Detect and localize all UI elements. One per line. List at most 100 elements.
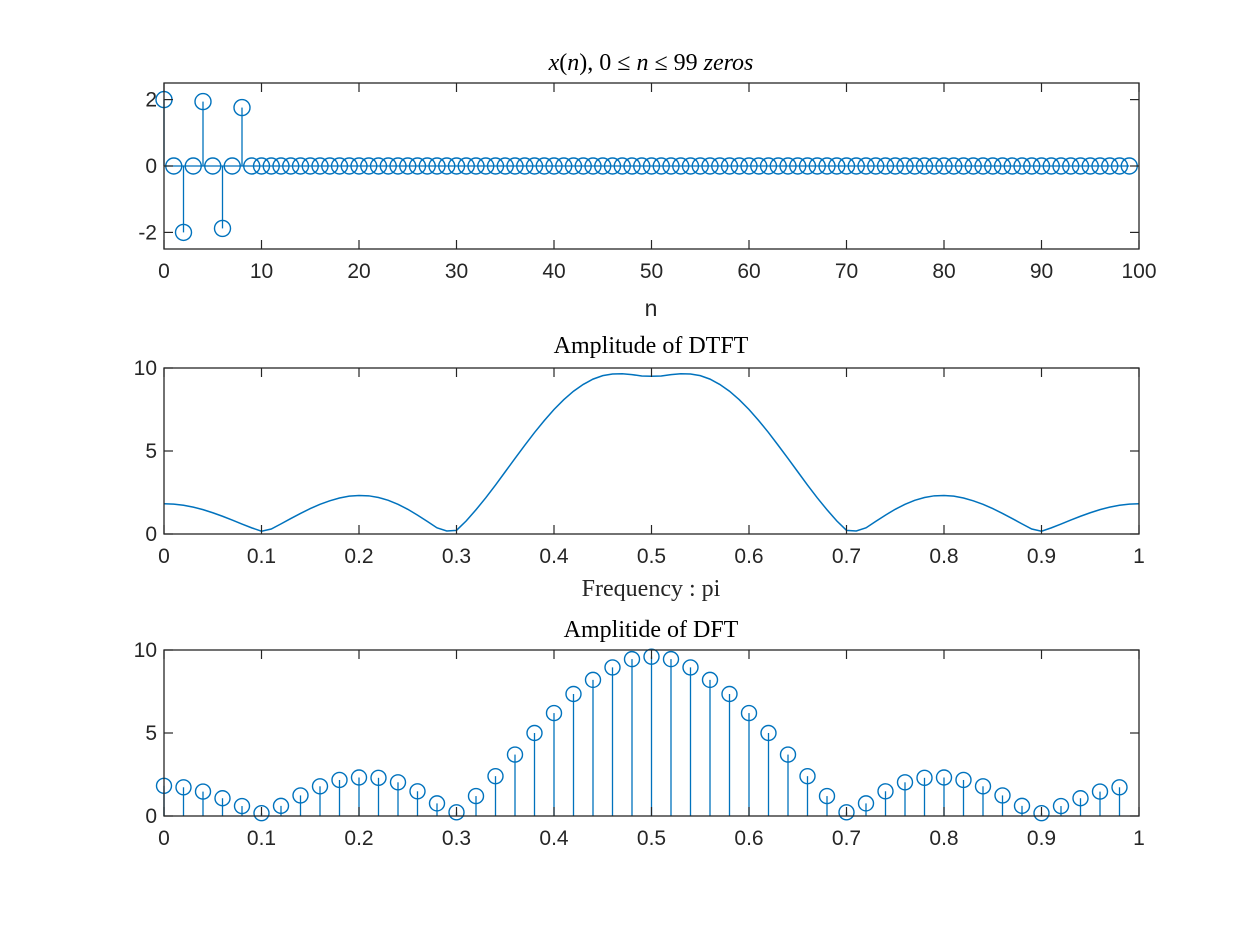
stem-marker bbox=[545, 704, 563, 722]
x-tick-label: 0.9 bbox=[1027, 827, 1056, 850]
y-tick-label: 2 bbox=[145, 89, 157, 112]
panel-dtft: Amplitude of DTFT 0 0.1 0.2 0.3 0.4 0.5 0.6 0.7… bbox=[134, 333, 1145, 602]
x-tick-label: 0.2 bbox=[344, 827, 373, 850]
stem-marker bbox=[935, 769, 953, 786]
panel-1-xlabel: n bbox=[645, 295, 658, 321]
panel-3-marks bbox=[155, 648, 1128, 822]
x-tick-label: 30 bbox=[445, 260, 468, 283]
stem-marker bbox=[701, 671, 719, 689]
stem-marker bbox=[740, 704, 758, 722]
stem-marker bbox=[467, 787, 485, 805]
stem-marker bbox=[643, 648, 660, 665]
x-tick-label: 80 bbox=[932, 260, 955, 283]
stem-marker bbox=[623, 650, 641, 668]
x-tick-label: 60 bbox=[737, 260, 760, 283]
x-tick-label: 40 bbox=[542, 260, 565, 283]
x-tick-label: 0.7 bbox=[832, 545, 861, 568]
x-tick-label: 100 bbox=[1121, 260, 1156, 283]
stem-marker bbox=[916, 769, 933, 787]
panel-1-ticks: 0 10 20 30 40 50 60 70 80 90 100-202 bbox=[138, 83, 1157, 283]
x-tick-label: 0.5 bbox=[637, 827, 666, 850]
x-tick-label: 0.5 bbox=[637, 545, 666, 568]
stem-marker bbox=[389, 774, 407, 791]
stem-marker bbox=[799, 767, 816, 785]
x-tick-label: 0.9 bbox=[1027, 545, 1056, 568]
x-tick-label: 0.3 bbox=[442, 827, 471, 850]
stem-marker bbox=[838, 804, 855, 821]
stem-marker bbox=[233, 797, 251, 815]
stem-marker bbox=[409, 783, 426, 800]
panel-time-signal: x(n), 0 ≤ n ≤ 99 zeros 0 10 20 30 40 50 60 70 80… bbox=[138, 50, 1156, 321]
stem-marker bbox=[253, 804, 270, 822]
stem-marker bbox=[604, 659, 621, 676]
x-tick-label: 90 bbox=[1030, 260, 1053, 283]
x-tick-label: 20 bbox=[347, 260, 370, 283]
stem-marker bbox=[682, 659, 699, 676]
panel-1-title: x(n), 0 ≤ n ≤ 99 zeros bbox=[548, 50, 754, 76]
stem-marker bbox=[974, 778, 992, 795]
stem-marker bbox=[857, 795, 875, 812]
panel-2-title: Amplitude of DTFT bbox=[554, 333, 749, 359]
x-tick-label: 0.1 bbox=[247, 545, 276, 568]
x-tick-label: 0.3 bbox=[442, 545, 471, 568]
x-tick-label: 0.7 bbox=[832, 827, 861, 850]
stem-marker bbox=[428, 795, 446, 812]
y-tick-label: 10 bbox=[134, 357, 157, 380]
stem-marker bbox=[1111, 779, 1128, 796]
stem-marker bbox=[487, 767, 504, 785]
x-tick-label: 0 bbox=[158, 827, 170, 850]
x-tick-label: 0.4 bbox=[539, 545, 569, 568]
stem-marker bbox=[779, 746, 797, 763]
stem-marker bbox=[194, 92, 212, 111]
stem-marker bbox=[955, 771, 972, 789]
y-tick-label: 10 bbox=[134, 639, 157, 662]
x-tick-label: 0.1 bbox=[247, 827, 276, 850]
stem-marker bbox=[721, 685, 738, 703]
stem-marker bbox=[760, 724, 777, 742]
stem-marker bbox=[896, 774, 914, 791]
x-tick-label: 50 bbox=[640, 260, 663, 283]
y-tick-label: 5 bbox=[145, 440, 157, 463]
stem-marker bbox=[214, 790, 231, 807]
stem-marker bbox=[1091, 783, 1109, 800]
x-tick-label: 0 bbox=[158, 260, 170, 283]
x-tick-label: 1 bbox=[1133, 827, 1145, 850]
y-tick-label: 0 bbox=[145, 155, 157, 178]
stem-marker bbox=[175, 779, 192, 796]
x-tick-label: 10 bbox=[250, 260, 273, 283]
stem-marker bbox=[1072, 790, 1089, 807]
stem-marker bbox=[1052, 797, 1070, 815]
stem-marker bbox=[662, 650, 680, 668]
y-tick-label: -2 bbox=[138, 221, 157, 244]
stem-marker bbox=[506, 746, 524, 763]
stem-marker bbox=[994, 787, 1011, 804]
panel-1-marks bbox=[155, 90, 1138, 242]
stem-marker bbox=[877, 783, 894, 800]
stem-marker bbox=[350, 769, 368, 786]
stem-marker bbox=[213, 219, 232, 238]
stem-marker bbox=[526, 724, 543, 742]
x-tick-label: 70 bbox=[835, 260, 858, 283]
stem-marker bbox=[565, 685, 582, 703]
stem-marker bbox=[370, 769, 387, 787]
x-tick-label: 0.6 bbox=[734, 545, 763, 568]
y-tick-label: 5 bbox=[145, 722, 157, 745]
stem-marker bbox=[194, 783, 212, 800]
stem-marker bbox=[448, 804, 465, 821]
panel-2-xlabel: Frequency : pi bbox=[582, 576, 721, 602]
stem-marker bbox=[818, 787, 836, 805]
stem-marker bbox=[233, 98, 251, 117]
panel-3-title: Amplitide of DFT bbox=[564, 617, 739, 643]
stem-marker bbox=[1013, 797, 1031, 815]
x-tick-label: 0.8 bbox=[929, 545, 958, 568]
x-tick-label: 1 bbox=[1133, 545, 1145, 568]
stem-marker bbox=[584, 671, 602, 689]
panel-dft: Amplitide of DFT 0 0.1 0.2 0.3 0.4 0.5 0.6 0.7 0… bbox=[134, 617, 1145, 850]
stem-marker bbox=[1033, 804, 1050, 822]
x-tick-label: 0.2 bbox=[344, 545, 373, 568]
x-tick-label: 0.8 bbox=[929, 827, 958, 850]
